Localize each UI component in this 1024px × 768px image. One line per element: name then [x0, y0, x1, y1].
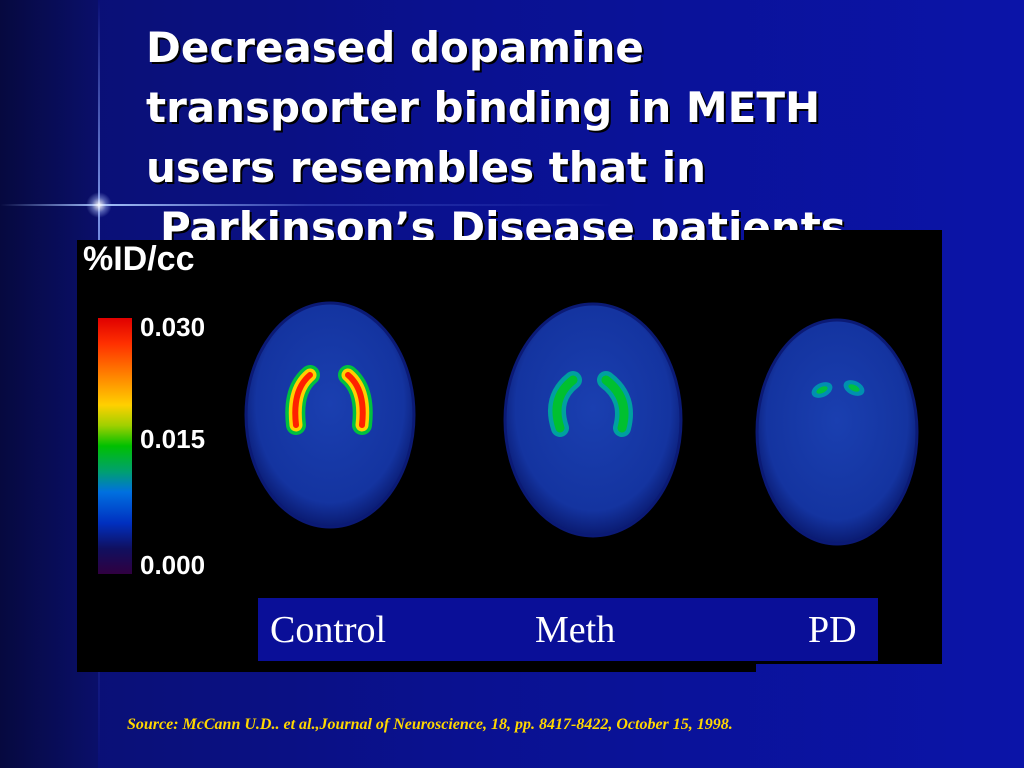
title-line-2: transporter binding in METH: [146, 83, 821, 132]
star-flare-decoration: [86, 192, 112, 218]
label-meth: Meth: [535, 609, 616, 651]
control-brain-outline: [244, 301, 416, 529]
meth-brain-outline: [503, 302, 683, 538]
pd-brain-outline: [755, 318, 919, 546]
colorbar-tick-min: 0.000: [140, 550, 206, 580]
label-control: Control: [270, 609, 387, 651]
source-citation: Source: McCann U.D.. et al.,Journal of N…: [127, 716, 733, 733]
title-line-1: Decreased dopamine: [146, 23, 644, 72]
control-brain-scan: [244, 301, 416, 529]
colorbar-tick-mid: 0.015: [140, 424, 206, 454]
colorbar-tick-max: 0.030: [140, 312, 206, 342]
colorbar-title: %ID/cc: [83, 240, 195, 278]
slide-title: Decreased dopamine transporter binding i…: [146, 18, 946, 258]
horizontal-light-line: [0, 204, 1024, 206]
pd-brain-scan: [755, 318, 919, 546]
label-pd: PD: [808, 609, 857, 651]
colorbar: [98, 318, 132, 574]
meth-brain-scan: [503, 302, 683, 538]
scan-labels-box: [258, 598, 878, 661]
title-line-3: users resembles that in: [146, 143, 707, 192]
